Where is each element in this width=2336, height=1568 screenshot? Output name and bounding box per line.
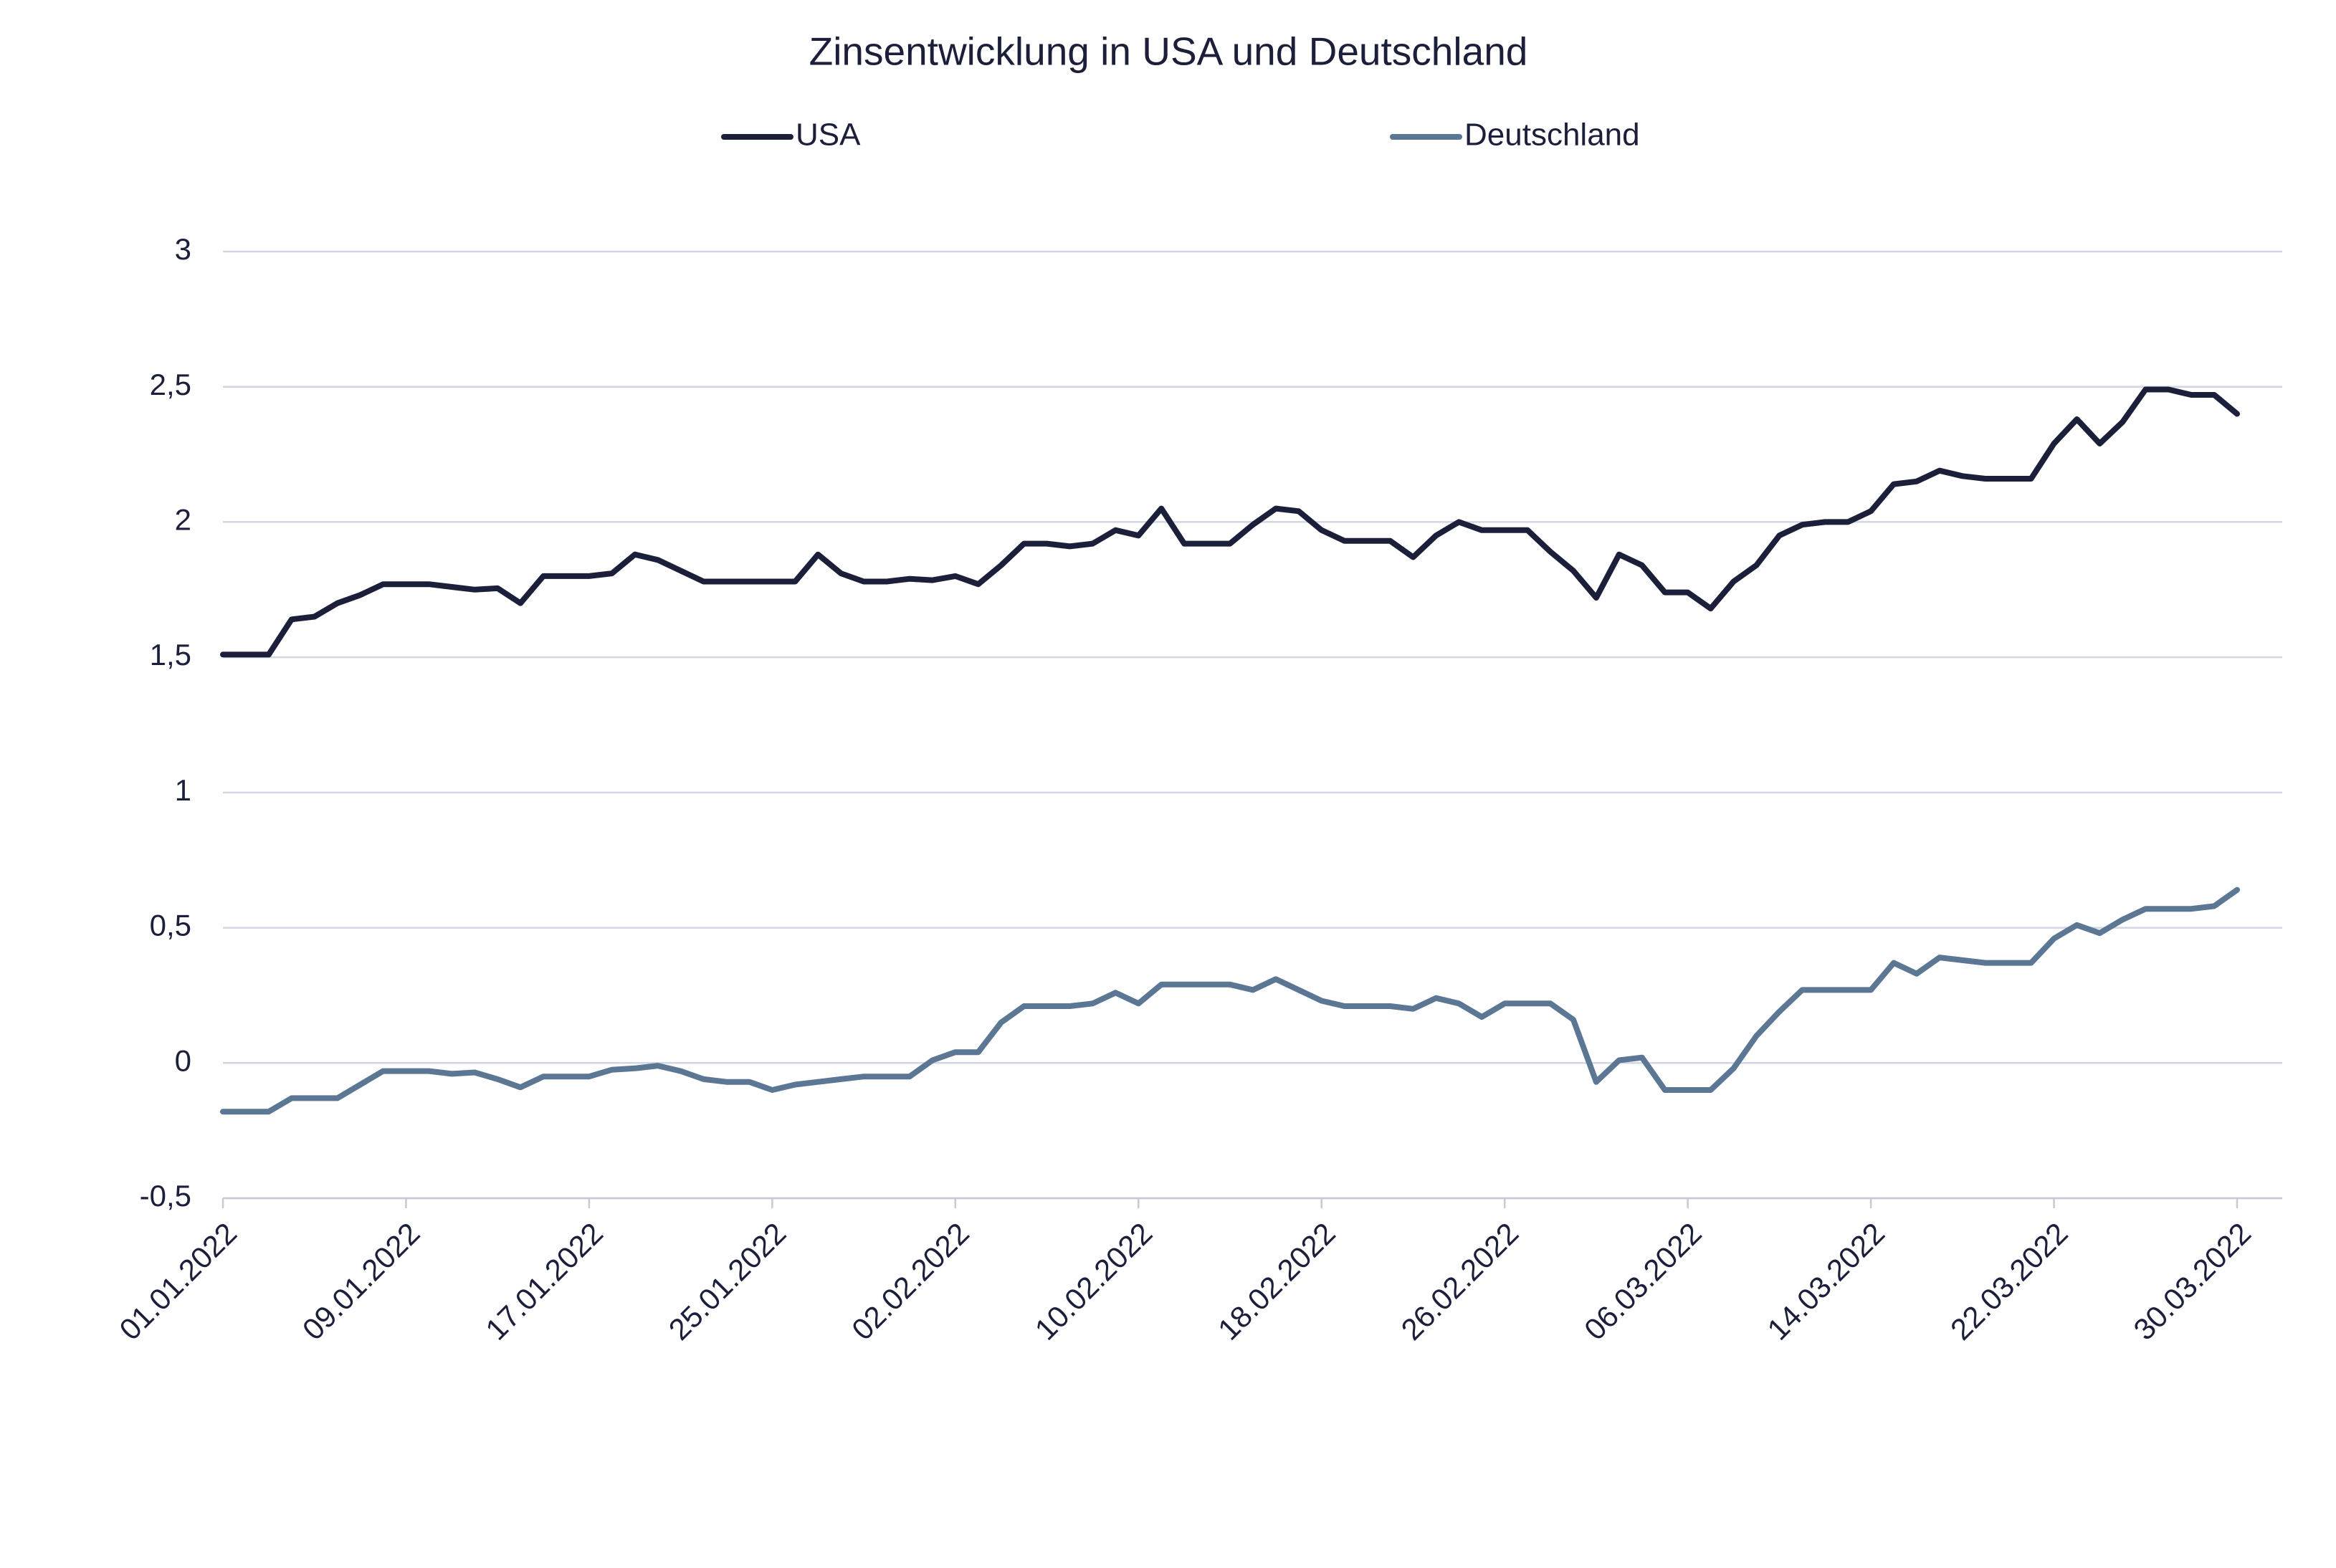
x-tick-label: 26.02.2022 xyxy=(1395,1216,1525,1347)
x-tick-label: 02.02.2022 xyxy=(845,1216,976,1347)
legend-label: USA xyxy=(796,118,861,153)
x-tick-label: 25.01.2022 xyxy=(662,1216,793,1347)
y-tick-label: 1 xyxy=(175,773,191,807)
y-tick-label: -0,5 xyxy=(140,1179,191,1213)
x-tick-label: 22.03.2022 xyxy=(1944,1216,2074,1347)
y-tick-label: 2 xyxy=(175,503,191,537)
x-tick-label: 06.03.2022 xyxy=(1578,1216,1708,1347)
y-tick-label: 2,5 xyxy=(150,368,191,401)
series-line xyxy=(220,886,2240,1115)
x-tick-label: 10.02.2022 xyxy=(1029,1216,1159,1347)
legend-label: Deutschland xyxy=(1464,118,1640,153)
y-tick-label: 0,5 xyxy=(150,909,191,942)
x-tick-label: 09.01.2022 xyxy=(296,1216,426,1347)
y-tick-label: 0 xyxy=(175,1043,191,1077)
x-tick-label: 30.03.2022 xyxy=(2127,1216,2257,1347)
chart-title: Zinsentwicklung in USA und Deutschland xyxy=(809,29,1528,74)
series-line xyxy=(220,386,2240,658)
y-tick-label: 1,5 xyxy=(150,638,191,671)
x-tick-label: 14.03.2022 xyxy=(1760,1216,1891,1347)
x-tick-label: 18.02.2022 xyxy=(1211,1216,1342,1347)
x-tick-label: 01.01.2022 xyxy=(113,1216,243,1347)
x-tick-label: 17.01.2022 xyxy=(479,1216,609,1347)
y-tick-label: 3 xyxy=(175,232,191,266)
